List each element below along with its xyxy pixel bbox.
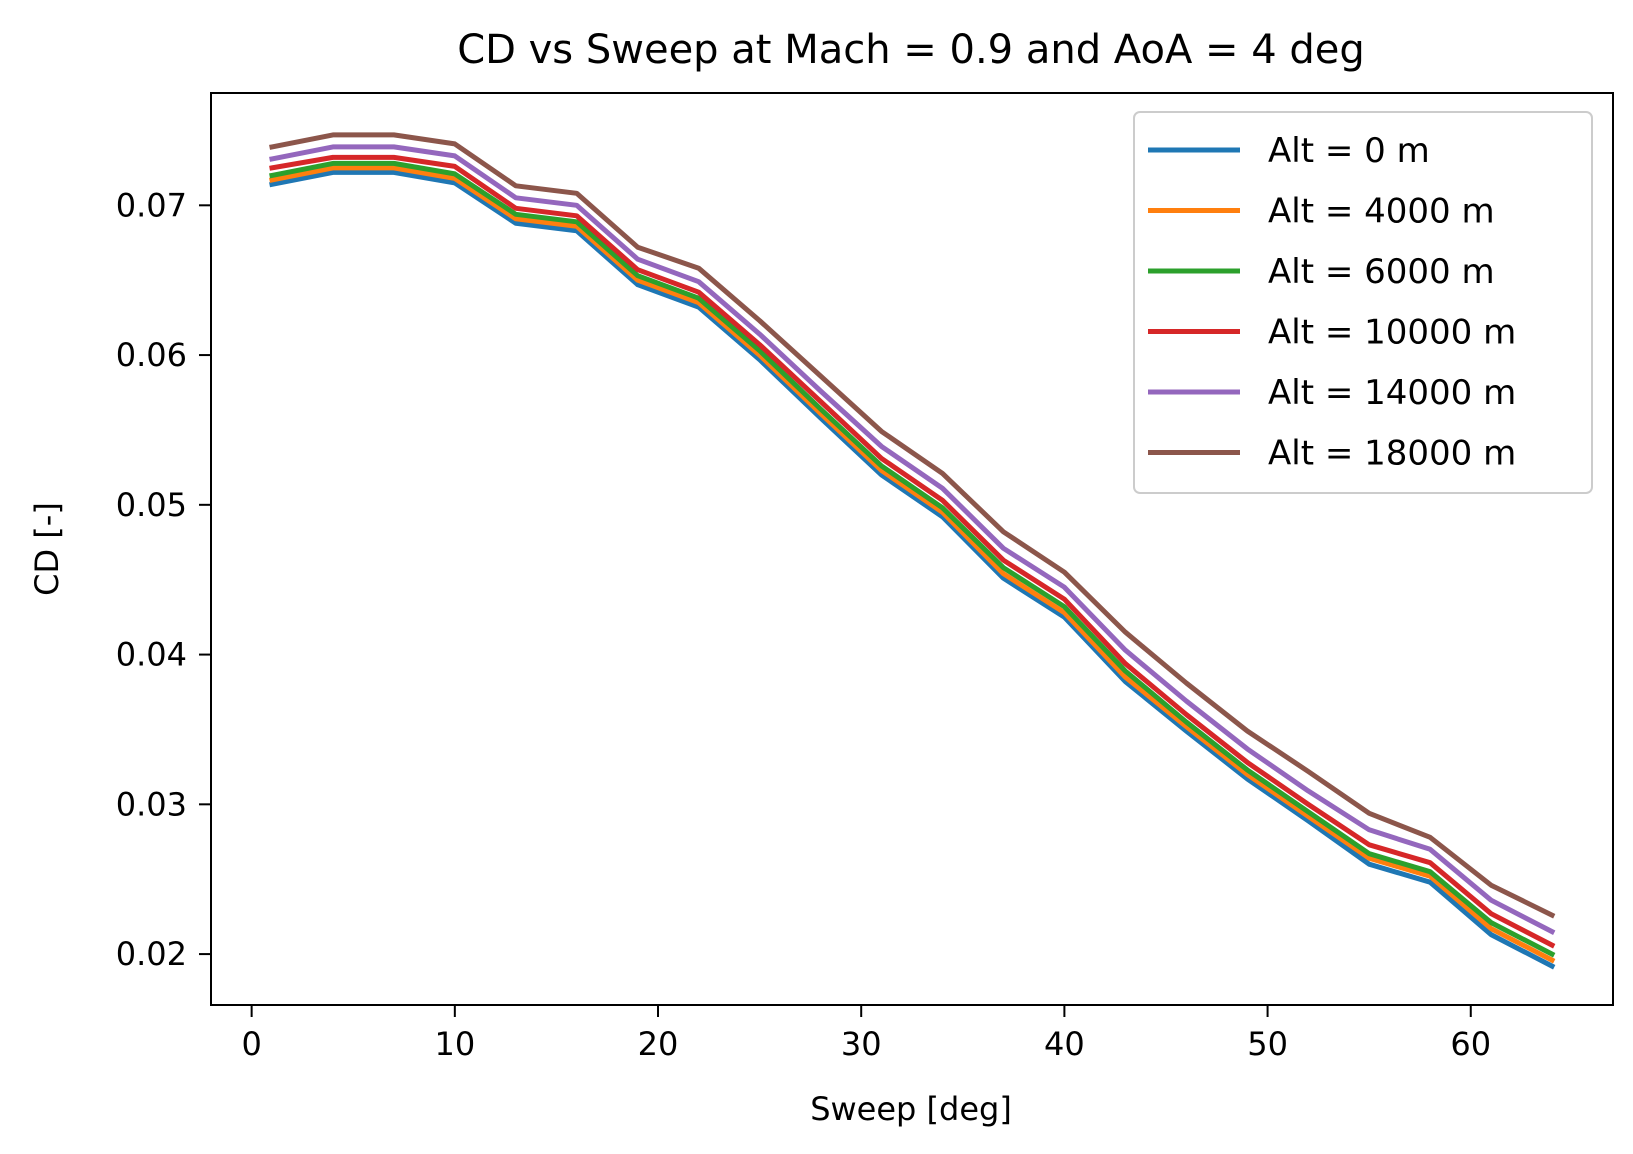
x-tick-label: 20 (638, 1025, 679, 1063)
legend-label-5: Alt = 18000 m (1268, 434, 1516, 474)
y-tick-label: 0.05 (116, 486, 187, 524)
y-tick-label: 0.03 (116, 785, 187, 823)
series-line-1 (269, 165, 1556, 964)
legend-label-2: Alt = 6000 m (1268, 252, 1495, 292)
x-tick-label: 0 (241, 1025, 261, 1063)
legend-entries: Alt = 0 m Alt = 4000 m Alt = 6000 m Alt = 1… (1148, 131, 1516, 474)
series-line-4 (269, 144, 1556, 935)
legend-label-0: Alt = 0 m (1268, 131, 1430, 171)
series-line-0 (269, 169, 1556, 970)
y-tick-label: 0.04 (116, 636, 187, 674)
x-axis-ticks: 0 10 20 30 40 50 60 (241, 1005, 1491, 1063)
series-line-2 (269, 160, 1556, 958)
y-tick-label: 0.07 (116, 186, 187, 224)
x-tick-label: 40 (1044, 1025, 1085, 1063)
legend: Alt = 0 m Alt = 4000 m Alt = 6000 m Alt = 1… (1133, 111, 1593, 494)
plot-series (269, 132, 1556, 970)
x-tick-label: 50 (1247, 1025, 1288, 1063)
y-tick-label: 0.06 (116, 336, 187, 374)
legend-label-1: Alt = 4000 m (1268, 192, 1495, 232)
chart-title: CD vs Sweep at Mach = 0.9 and AoA = 4 de… (457, 27, 1365, 73)
series-line-3 (269, 154, 1556, 949)
series-line-5 (269, 132, 1556, 919)
plot-frame (210, 92, 1614, 1006)
y-axis-label: CD [-] (28, 502, 66, 596)
legend-label-4: Alt = 14000 m (1268, 373, 1516, 413)
x-tick-label: 10 (434, 1025, 475, 1063)
x-tick-label: 30 (841, 1025, 882, 1063)
x-axis-label: Sweep [deg] (810, 1090, 1012, 1128)
legend-label-3: Alt = 10000 m (1268, 313, 1516, 353)
y-tick-label: 0.02 (116, 935, 187, 973)
y-axis-ticks: 0.02 0.03 0.04 0.05 0.06 0.07 (116, 186, 211, 973)
legend-box (1133, 111, 1593, 494)
x-tick-label: 60 (1450, 1025, 1491, 1063)
